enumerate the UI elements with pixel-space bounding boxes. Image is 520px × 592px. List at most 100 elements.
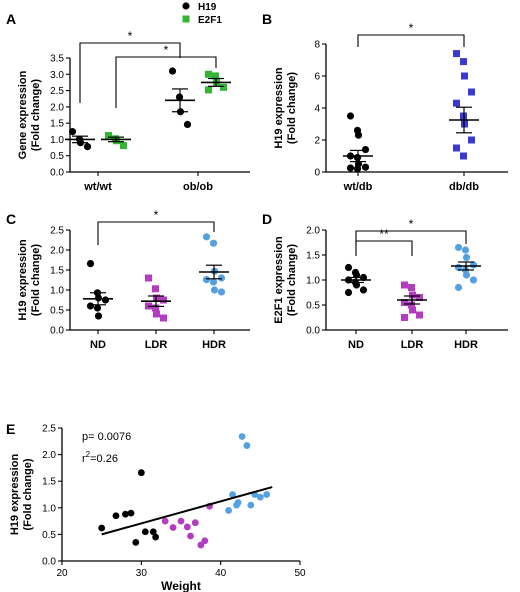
x-tick-label: 20 bbox=[56, 568, 68, 579]
data-point bbox=[197, 541, 205, 549]
data-point bbox=[152, 304, 159, 312]
y-axis-title-line1: H19 expression bbox=[273, 67, 285, 149]
data-point bbox=[409, 306, 416, 314]
significance-bracket bbox=[355, 230, 467, 244]
panel-label: D bbox=[262, 211, 272, 227]
data-group bbox=[65, 128, 95, 151]
y-tick-label: 2.5 bbox=[50, 86, 64, 97]
y-tick-label: 1.0 bbox=[42, 503, 56, 514]
data-point bbox=[361, 163, 370, 171]
y-axis-title-line1: Gene expression bbox=[17, 70, 29, 159]
y-tick-label: 2 bbox=[314, 136, 320, 147]
data-point bbox=[416, 294, 423, 301]
data-point bbox=[141, 528, 149, 536]
data-point bbox=[346, 112, 355, 120]
data-point bbox=[359, 286, 368, 294]
data-point bbox=[191, 519, 199, 527]
data-point bbox=[205, 70, 212, 78]
data-series bbox=[225, 433, 271, 514]
data-point bbox=[247, 501, 255, 509]
data-point bbox=[461, 246, 470, 254]
significance-label: ** bbox=[379, 227, 389, 241]
data-point bbox=[344, 263, 353, 272]
p-value-annotation: p= 0.0076 bbox=[82, 431, 131, 443]
data-point bbox=[344, 288, 353, 297]
x-tick-label: wt/db bbox=[343, 181, 373, 193]
y-tick-label: 1.5 bbox=[50, 266, 64, 277]
data-point bbox=[202, 276, 211, 284]
x-tick-label: 50 bbox=[294, 568, 306, 579]
panel-C: C 0.0 0.5 1.0 1.5 2.0 2.5 H19 expression (Fold c… bbox=[6, 208, 250, 351]
panel-A: A 0.0 0.5 1.0 1.5 2.0 2.5 3.0 3.5 Gene expression… bbox=[6, 2, 250, 193]
data-point bbox=[352, 271, 361, 279]
data-point bbox=[127, 509, 135, 517]
data-point bbox=[209, 239, 218, 247]
data-point bbox=[105, 132, 112, 140]
y-tick-label: 4 bbox=[314, 104, 320, 115]
regression-line bbox=[101, 486, 273, 536]
data-point bbox=[346, 164, 355, 172]
data-point bbox=[212, 72, 219, 80]
y-tick-label: 1.0 bbox=[306, 276, 320, 287]
data-group bbox=[449, 50, 479, 160]
data-point bbox=[183, 523, 191, 531]
y-tick-label: 2.5 bbox=[42, 424, 56, 435]
y-tick-label: 0.5 bbox=[42, 530, 56, 541]
data-point bbox=[98, 524, 106, 532]
data-point bbox=[462, 271, 471, 279]
data-group bbox=[451, 243, 481, 292]
significance-bracket bbox=[357, 34, 465, 47]
r-squared-annotation: r2=0.26 bbox=[82, 450, 118, 465]
data-point bbox=[256, 493, 264, 501]
y-axis-title-line1: H19 expression bbox=[9, 454, 21, 536]
data-point bbox=[462, 253, 471, 262]
data-point bbox=[401, 314, 408, 321]
data-point bbox=[120, 142, 127, 150]
data-point bbox=[401, 281, 408, 289]
y-tick-label: 1.5 bbox=[50, 119, 64, 130]
data-point bbox=[453, 99, 460, 107]
data-point bbox=[86, 302, 95, 310]
x-tick-label: HDR bbox=[454, 339, 478, 351]
data-point bbox=[454, 283, 463, 292]
y-tick-label: 3.0 bbox=[50, 70, 64, 81]
y-tick-label: 1.0 bbox=[50, 286, 64, 297]
significance-bracket bbox=[79, 42, 181, 103]
y-tick-label: 3.5 bbox=[50, 54, 64, 65]
data-point bbox=[112, 512, 120, 520]
data-point bbox=[460, 152, 467, 160]
data-point bbox=[168, 67, 177, 75]
data-point bbox=[454, 243, 463, 252]
legend: H19 E2F1 bbox=[182, 2, 222, 26]
significance-bracket bbox=[115, 56, 217, 108]
data-group bbox=[201, 70, 231, 94]
data-point bbox=[408, 284, 415, 291]
data-point bbox=[229, 491, 236, 498]
legend-marker-h19 bbox=[182, 2, 190, 10]
y-tick-label: 0 bbox=[314, 168, 320, 179]
data-point bbox=[243, 442, 251, 449]
y-axis-title-line1: H19 expression bbox=[17, 239, 29, 321]
panel-B: B 0 2 4 6 8 H19 expression (Fold change) wt/db db… bbox=[262, 11, 508, 193]
data-point bbox=[469, 276, 478, 284]
data-group bbox=[165, 67, 195, 129]
significance-label: * bbox=[164, 43, 169, 57]
panel-D: D 0.0 0.5 1.0 1.5 2.0 E2F1 expression (Fold cha… bbox=[262, 211, 508, 351]
data-point bbox=[453, 50, 460, 58]
legend-marker-e2f1 bbox=[182, 15, 190, 23]
significance-bracket bbox=[355, 240, 413, 256]
y-tick-label: 0.5 bbox=[50, 151, 64, 162]
data-point bbox=[86, 260, 95, 268]
data-group bbox=[199, 233, 229, 296]
data-point bbox=[234, 499, 242, 506]
significance-label: * bbox=[409, 217, 414, 231]
x-tick-label: LDR bbox=[401, 339, 424, 351]
legend-label-e2f1: E2F1 bbox=[198, 15, 222, 26]
x-axis-title: Weight bbox=[161, 579, 201, 592]
y-tick-label: 6 bbox=[314, 72, 320, 83]
y-tick-label: 1.5 bbox=[42, 477, 56, 488]
data-point bbox=[101, 296, 110, 304]
y-tick-label: 2.5 bbox=[50, 226, 64, 237]
data-group bbox=[101, 132, 131, 150]
